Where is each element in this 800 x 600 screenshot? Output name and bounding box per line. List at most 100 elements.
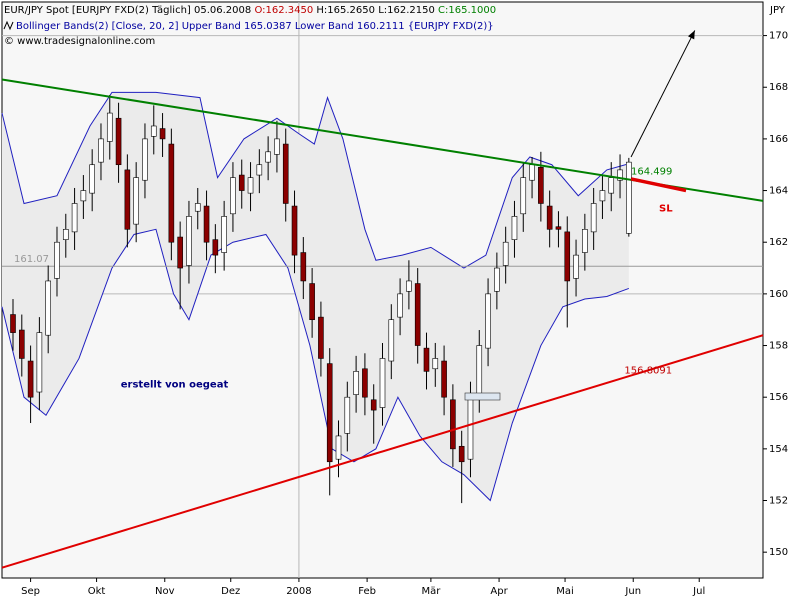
y-tick-label: 154 — [769, 444, 788, 455]
y-tick-label: 170 — [769, 31, 788, 42]
legend-icon — [3, 20, 14, 31]
legend-entry: Bollinger Bands(2) [Close, 20, 2] Upper … — [16, 21, 494, 32]
candle-body — [142, 138, 148, 181]
candle-body — [150, 125, 157, 137]
candle-body — [406, 280, 412, 292]
candle-body — [291, 205, 298, 256]
candle-body — [230, 177, 236, 215]
y-tick-label: 156 — [769, 392, 788, 403]
x-tick-label: Dez — [221, 586, 240, 597]
candle-body — [362, 368, 368, 398]
x-tick-label: Feb — [358, 586, 376, 597]
candle-body — [467, 396, 474, 460]
y-axis-label: JPY — [769, 5, 786, 16]
y-tick-label: 164 — [769, 186, 788, 197]
x-tick-label: Sep — [21, 586, 40, 597]
candle-body — [80, 190, 87, 202]
candle-body — [617, 169, 623, 181]
candle-body — [546, 205, 553, 230]
candle-body — [18, 329, 25, 359]
header-line: EUR/JPY Spot [EURJPY FXD(2) Täglich] 05.… — [4, 5, 496, 16]
y-tick-label: 168 — [769, 82, 788, 93]
candle-body — [529, 164, 535, 181]
candle-body — [450, 399, 456, 450]
x-tick-label: Mai — [556, 586, 574, 597]
arrow-head — [687, 30, 695, 40]
candle-body — [388, 319, 395, 362]
y-tick-label: 150 — [769, 547, 788, 558]
candle-body — [159, 128, 166, 140]
title-hl: H:165.2650 L:162.2150 — [316, 5, 434, 16]
x-tick-label: Nov — [155, 586, 175, 597]
candle-body — [370, 399, 377, 411]
candle-body — [344, 396, 351, 434]
candle-body — [432, 358, 439, 370]
candle-body — [335, 435, 342, 460]
candle-body — [300, 252, 307, 282]
band-line — [1, 228, 630, 502]
candle-body — [511, 216, 518, 240]
candle-body — [10, 314, 16, 333]
candle-body — [564, 231, 571, 282]
candle-body — [71, 203, 78, 233]
candle-body — [194, 203, 201, 212]
candle-body — [423, 347, 430, 372]
annotation: 156.8091 — [624, 365, 672, 376]
reference-label: 161.07 — [14, 254, 49, 265]
arrow — [630, 30, 696, 158]
candle-body — [106, 112, 113, 142]
candle-body — [221, 216, 227, 253]
trend-line — [1, 334, 764, 569]
candle-body — [582, 229, 588, 253]
x-tick-label: Jul — [692, 586, 705, 597]
candle-body — [238, 174, 245, 191]
candle-body — [599, 190, 606, 202]
annotation: erstellt von oegeat — [121, 379, 229, 390]
candle-body — [379, 358, 386, 408]
x-tick-label: Jun — [624, 586, 641, 597]
candle-body — [265, 151, 271, 163]
plot-layer: 161.07 SL 164.499 156.8091 erstellt von oege… — [1, 2, 764, 578]
candle-body — [115, 117, 122, 166]
candle-body — [458, 445, 465, 463]
copyright: © www.tradesignalonline.com — [4, 36, 155, 47]
candle-body — [538, 167, 544, 204]
candle-body — [274, 138, 280, 155]
candle-body — [54, 241, 60, 279]
candle-body — [62, 229, 69, 240]
candle-body — [414, 283, 421, 346]
candle-body — [573, 254, 579, 279]
y-tick-label: 158 — [769, 341, 788, 352]
candle-body — [247, 177, 254, 194]
candle-body — [608, 177, 615, 194]
candle-body — [476, 345, 483, 395]
candle-body — [256, 164, 263, 176]
candle-body — [89, 164, 95, 194]
x-tick-label: Apr — [490, 586, 508, 597]
candle-body — [36, 332, 43, 393]
band-line — [1, 91, 629, 269]
candle-body — [203, 205, 210, 243]
title-open: O:162.3450 — [254, 5, 313, 16]
candle-body — [177, 236, 183, 269]
annotation: 164.499 — [631, 167, 672, 178]
y-tick-label: 166 — [769, 134, 788, 145]
candle-body — [212, 239, 219, 256]
y-tick-label: 162 — [769, 237, 788, 248]
x-tick-label: 2008 — [286, 586, 311, 597]
candle-body — [27, 360, 34, 398]
candle-body — [133, 177, 139, 225]
y-tick-label: 152 — [769, 496, 788, 507]
candle-body — [282, 143, 289, 204]
candle-body — [353, 371, 359, 395]
candle-body — [45, 280, 51, 336]
candle-body — [326, 363, 333, 463]
candle-body — [397, 293, 403, 318]
candle-body — [318, 316, 324, 359]
title-close: C:165.1000 — [438, 5, 496, 16]
candle-body — [626, 161, 632, 234]
marker-box — [464, 392, 501, 401]
y-tick-label: 160 — [769, 289, 788, 300]
stop-loss-label: SL — [659, 204, 673, 215]
